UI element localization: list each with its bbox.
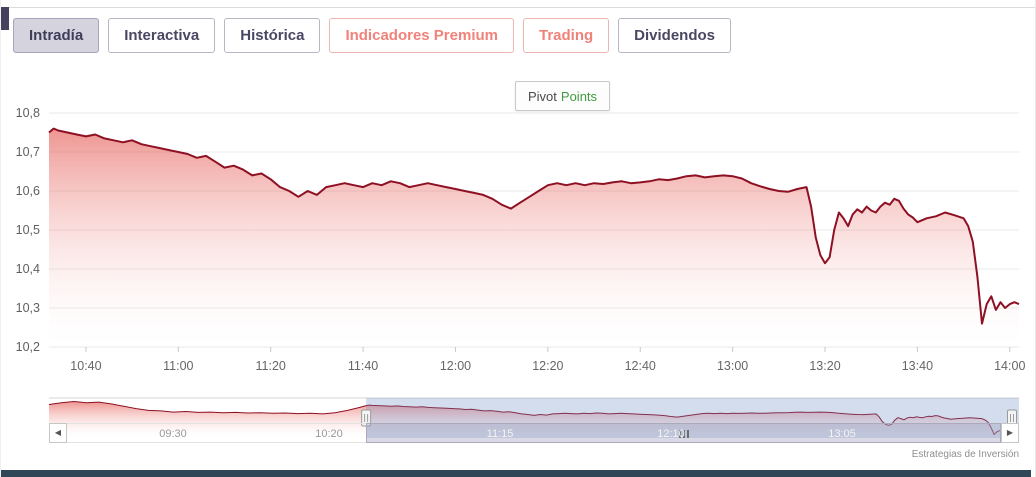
svg-text:10,7: 10,7	[16, 145, 40, 159]
attribution: Estrategias de Inversión	[911, 449, 1019, 460]
svg-text:10,3: 10,3	[16, 301, 40, 315]
tab-dividendos[interactable]: Dividendos	[618, 18, 732, 53]
scroll-right-button[interactable]: ▶	[1001, 423, 1019, 443]
svg-text:12:20: 12:20	[532, 359, 563, 373]
svg-text:12:00: 12:00	[440, 359, 471, 373]
svg-text:10,8: 10,8	[16, 106, 40, 120]
pivot-points-button[interactable]: Pivot Points	[515, 81, 611, 111]
corner-accent	[1, 7, 9, 30]
scroll-left-icon: ◀	[54, 428, 62, 437]
scrollbar-grip-icon	[678, 430, 689, 438]
svg-text:10,4: 10,4	[16, 262, 40, 276]
navigator-chart[interactable]	[1, 394, 1036, 442]
price-line	[48, 127, 1020, 325]
bottom-bar	[1, 470, 1031, 477]
main-price-chart[interactable]: 10,2 10,3 10,4 10,5 10,6 10,7 10,8 10:40 11:00 11…	[1, 70, 1036, 382]
tab-interactiva[interactable]: Interactiva	[108, 18, 216, 53]
pivot-label-2: Points	[560, 88, 598, 104]
chart-tabs: Intradía Interactiva Histórica Indicador…	[13, 18, 732, 53]
tab-indicadores-premium[interactable]: Indicadores Premium	[329, 18, 514, 53]
tab-intradia[interactable]: Intradía	[13, 18, 100, 53]
pivot-label-1: Pivot	[528, 88, 557, 104]
scroll-right-icon: ▶	[1006, 428, 1014, 437]
scroll-left-button[interactable]: ◀	[49, 423, 67, 443]
svg-text:11:20: 11:20	[256, 359, 286, 373]
y-axis-labels: 10,2 10,3 10,4 10,5 10,6 10,7 10,8	[16, 106, 40, 354]
svg-text:12:40: 12:40	[625, 359, 656, 373]
top-divider	[1, 7, 1035, 8]
navigator: ◀ ▶ 09:30 10:20 11:15 12:10 13:05	[1, 394, 1036, 446]
svg-text:10,2: 10,2	[16, 340, 40, 354]
navigator-line	[48, 400, 1020, 436]
svg-text:10,6: 10,6	[16, 184, 40, 198]
x-axis-labels: 10:40 11:00 11:20 11:40 12:00 12:20 12:40 13:00…	[70, 347, 1025, 373]
scrollbar-thumb[interactable]	[366, 423, 1001, 443]
svg-text:11:00: 11:00	[163, 359, 193, 373]
navigator-mask[interactable]	[366, 398, 1020, 438]
svg-text:14:00: 14:00	[994, 359, 1025, 373]
scrollbar: ◀ ▶	[1, 423, 1035, 443]
navigator-area	[49, 401, 1019, 438]
svg-text:10,5: 10,5	[16, 223, 40, 237]
svg-text:13:40: 13:40	[902, 359, 933, 373]
tab-historica[interactable]: Histórica	[224, 18, 321, 53]
svg-text:13:20: 13:20	[809, 359, 840, 373]
svg-text:10:40: 10:40	[70, 359, 101, 373]
tab-trading[interactable]: Trading	[523, 18, 610, 53]
price-area	[49, 128, 1019, 347]
svg-text:11:40: 11:40	[348, 359, 378, 373]
svg-text:13:00: 13:00	[717, 359, 748, 373]
